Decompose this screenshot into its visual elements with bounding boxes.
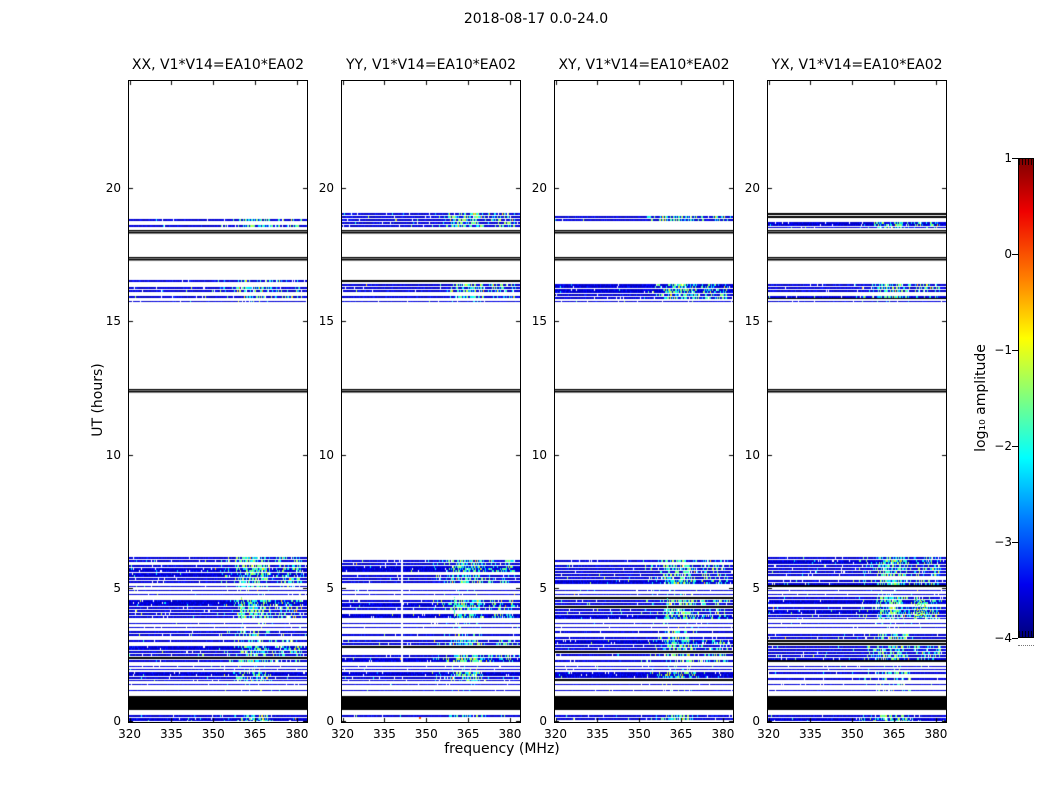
x-tick-label: 335	[798, 727, 822, 741]
y-tick-label: 20	[531, 180, 547, 195]
x-tick-label: 350	[840, 727, 864, 741]
x-tick-label: 350	[414, 727, 438, 741]
x-tick-label: 380	[285, 727, 309, 741]
y-tick-label: 0	[113, 714, 121, 728]
heatmap-panel	[767, 80, 947, 723]
colorbar-tick-mark	[1012, 350, 1018, 351]
colorbar-tick-mark	[1012, 254, 1018, 255]
x-tick-label: 320	[118, 727, 141, 741]
colorbar-tick-mark	[1012, 446, 1018, 447]
x-tick-label: 335	[585, 727, 609, 741]
x-tick-label: 350	[201, 727, 225, 741]
colorbar-tick-label: 1	[1004, 151, 1012, 165]
x-tick-label: 380	[711, 727, 735, 741]
y-tick-label: 0	[326, 714, 334, 728]
heatmap-panel	[128, 80, 308, 723]
panel-title: XX, V1*V14=EA10*EA02	[131, 57, 305, 73]
x-tick-label: 320	[544, 727, 567, 741]
colorbar-axis-label: log₁₀ amplitude	[973, 344, 989, 452]
x-tick-label: 365	[669, 727, 693, 741]
x-tick-label: 365	[456, 727, 480, 741]
x-tick-label: 350	[627, 727, 651, 741]
y-tick-label: 0	[539, 714, 547, 728]
colorbar	[1018, 158, 1034, 638]
figure-title: 2018-08-17 0.0-24.0	[463, 11, 609, 27]
heatmap-panel	[554, 80, 734, 723]
y-tick-label: 15	[531, 314, 547, 329]
y-tick-label: 20	[105, 180, 121, 195]
y-tick-label: 15	[744, 314, 760, 329]
y-tick-label: 10	[318, 447, 334, 462]
panel-title: XY, V1*V14=EA10*EA02	[558, 57, 730, 73]
heatmap-canvas	[129, 81, 307, 722]
y-tick-label: 20	[744, 180, 760, 195]
x-tick-label: 380	[924, 727, 948, 741]
colorbar-tick-label: 0	[1004, 247, 1012, 261]
heatmap-canvas	[555, 81, 733, 722]
heatmap-canvas	[342, 81, 520, 722]
y-tick-label: 15	[318, 314, 334, 329]
y-tick-label: 5	[113, 581, 121, 596]
y-tick-label: 5	[326, 581, 334, 596]
y-tick-label: 0	[752, 714, 760, 728]
x-tick-label: 335	[372, 727, 396, 741]
panel-title: YX, V1*V14=EA10*EA02	[771, 57, 943, 73]
colorbar-tick-label: −2	[994, 439, 1012, 453]
x-tick-label: 320	[331, 727, 354, 741]
heatmap-canvas	[768, 81, 946, 722]
y-tick-label: 5	[752, 581, 760, 596]
y-tick-label: 5	[539, 581, 547, 596]
colorbar-tick-mark	[1012, 638, 1018, 639]
y-tick-label: 10	[105, 447, 121, 462]
y-tick-label: 20	[318, 180, 334, 195]
panel-title: YY, V1*V14=EA10*EA02	[345, 57, 517, 73]
x-tick-label: 380	[498, 727, 522, 741]
x-tick-label: 365	[243, 727, 267, 741]
colorbar-top-hatch	[1019, 159, 1033, 165]
x-tick-label: 335	[159, 727, 183, 741]
colorbar-tick-label: −1	[994, 343, 1012, 357]
y-tick-label: 15	[105, 314, 121, 329]
colorbar-bottom-hatch	[1019, 631, 1033, 637]
colorbar-underline-dots	[1018, 645, 1034, 646]
colorbar-tick-mark	[1012, 542, 1018, 543]
colorbar-tick-label: −3	[994, 535, 1012, 549]
y-axis-label: UT (hours)	[90, 363, 106, 437]
x-tick-label: 365	[882, 727, 906, 741]
colorbar-tick-label: −4	[994, 631, 1012, 645]
y-tick-label: 10	[531, 447, 547, 462]
x-tick-label: 320	[757, 727, 780, 741]
y-tick-label: 10	[744, 447, 760, 462]
x-axis-label: frequency (MHz)	[444, 741, 560, 757]
colorbar-gradient	[1019, 159, 1033, 637]
colorbar-tick-mark	[1012, 158, 1018, 159]
heatmap-panel	[341, 80, 521, 723]
